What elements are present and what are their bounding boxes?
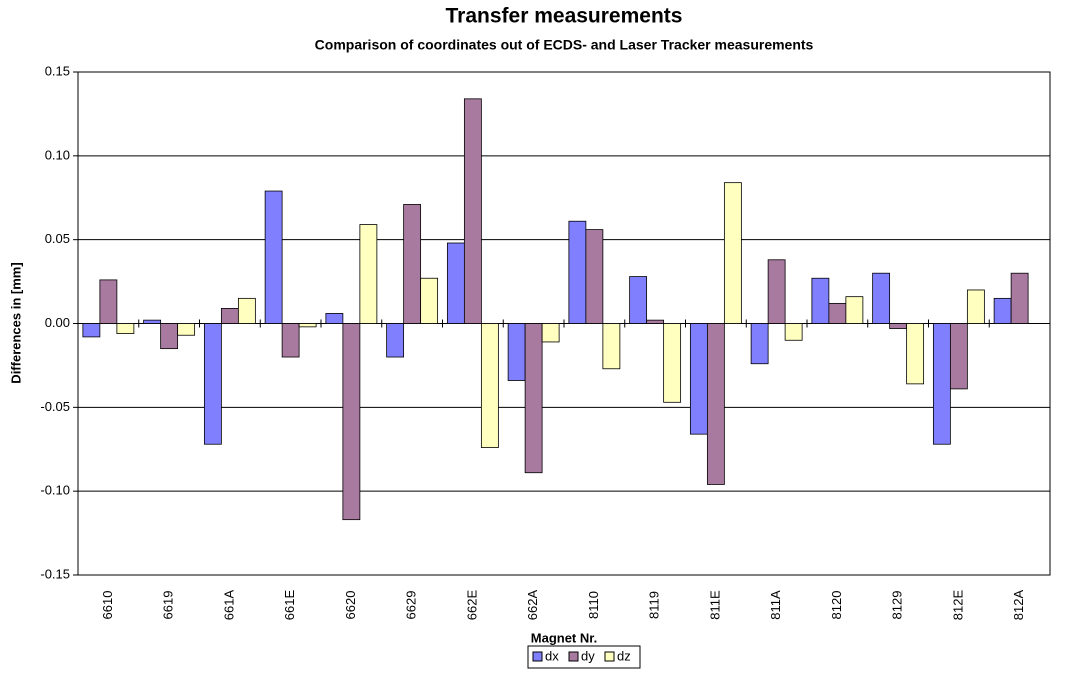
bar <box>541 323 560 343</box>
x-tick-label: 812A <box>1011 589 1026 620</box>
y-axis-title: Differences in [mm] <box>8 262 23 383</box>
y-tick-label: 0.00 <box>45 315 70 330</box>
bar <box>723 182 742 324</box>
chart-title: Transfer measurements <box>446 5 683 28</box>
bar <box>663 323 682 403</box>
legend-swatch <box>568 651 579 662</box>
x-tick-label: 811E <box>707 590 722 620</box>
bar <box>646 319 665 324</box>
bar <box>629 276 648 324</box>
bar <box>82 323 101 338</box>
x-tick-label: 6629 <box>404 591 419 620</box>
bar <box>706 323 725 485</box>
x-tick-label: 661A <box>221 589 236 620</box>
bar <box>446 242 465 324</box>
bar <box>1010 272 1029 324</box>
bar <box>872 272 891 324</box>
x-tick-label: 662E <box>464 589 479 620</box>
bar <box>160 323 179 350</box>
x-tick-label: 661E <box>282 589 297 620</box>
bar <box>602 323 621 370</box>
bar <box>767 259 786 324</box>
bar <box>932 323 951 445</box>
x-tick-label: 6619 <box>161 591 176 620</box>
x-tick-label: 8119 <box>647 591 662 619</box>
bar <box>524 323 543 474</box>
bar <box>750 323 769 365</box>
bar <box>784 323 803 341</box>
bar <box>993 297 1012 324</box>
bar <box>480 323 499 448</box>
bar <box>507 323 526 381</box>
legend-swatch <box>604 651 615 662</box>
bar <box>463 98 482 324</box>
legend-swatch <box>532 651 543 662</box>
bar <box>949 323 968 390</box>
x-tick-label: 811A <box>768 590 783 620</box>
bar <box>342 323 361 521</box>
bar <box>237 297 256 324</box>
bar <box>568 220 587 324</box>
bar <box>585 229 604 324</box>
bar <box>689 323 708 435</box>
bar <box>143 319 162 324</box>
bar <box>845 296 864 324</box>
bar <box>325 313 344 324</box>
bar <box>298 323 317 328</box>
bar <box>420 277 439 324</box>
bar <box>264 190 283 324</box>
bar <box>386 323 405 358</box>
bar <box>359 224 378 324</box>
x-tick-label: 8120 <box>829 591 844 620</box>
bar <box>889 323 908 329</box>
legend-label: dx <box>545 648 559 663</box>
chart-subtitle: Comparison of coordinates out of ECDS- a… <box>315 37 814 53</box>
bar <box>281 323 300 358</box>
legend-label: dy <box>581 648 595 663</box>
legend-label: dz <box>617 648 631 663</box>
x-tick-label: 6620 <box>343 591 358 620</box>
y-tick-label: -0.10 <box>40 483 70 498</box>
y-tick-label: 0.10 <box>45 147 70 162</box>
x-tick-label: 812E <box>950 589 965 620</box>
bar <box>811 277 830 324</box>
bar <box>906 323 925 385</box>
bar <box>116 323 135 334</box>
bar <box>966 289 985 324</box>
x-tick-label: 8110 <box>586 591 601 619</box>
bar <box>177 323 196 336</box>
x-tick-label: 662A <box>525 589 540 620</box>
y-tick-label: -0.05 <box>40 399 70 414</box>
x-axis-title: Magnet Nr. <box>531 630 597 645</box>
bar <box>99 279 118 324</box>
bar <box>203 323 222 445</box>
x-tick-label: 8129 <box>890 591 905 620</box>
bar <box>403 204 422 324</box>
x-tick-label: 6610 <box>100 591 115 620</box>
y-tick-label: 0.05 <box>45 231 70 246</box>
y-tick-label: -0.15 <box>40 566 70 581</box>
bar <box>828 302 847 324</box>
y-tick-label: 0.15 <box>45 63 70 78</box>
bar <box>220 308 239 324</box>
